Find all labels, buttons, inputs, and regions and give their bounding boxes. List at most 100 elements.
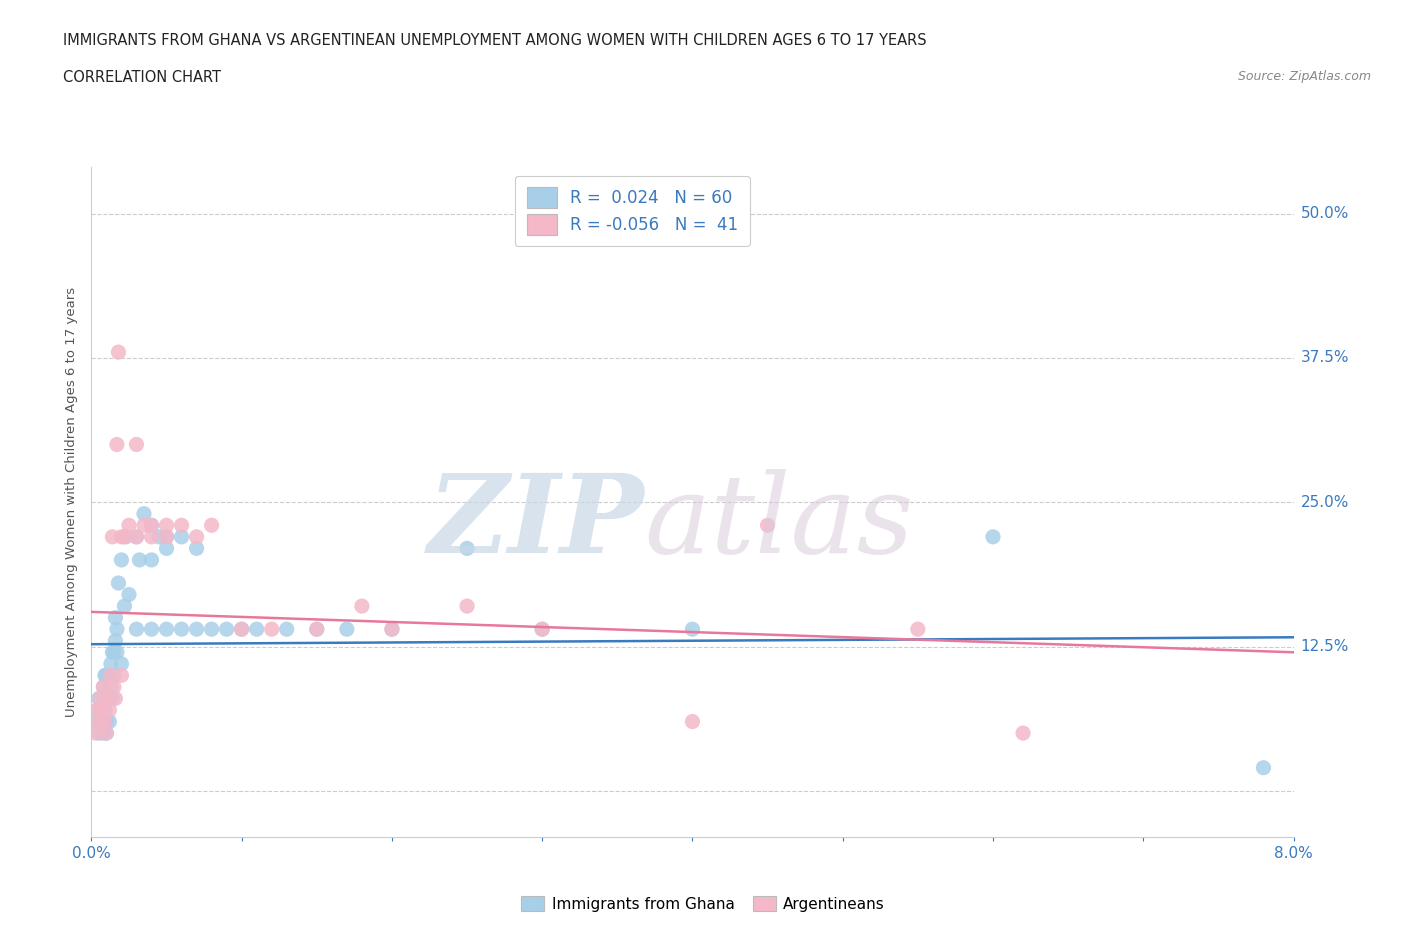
Point	[125, 437, 148, 452]
Point	[90, 702, 112, 717]
Point	[93, 725, 115, 740]
Point	[84, 714, 107, 729]
Text: 50.0%: 50.0%	[1301, 206, 1348, 221]
Point	[531, 622, 554, 637]
Point	[170, 622, 193, 637]
Point	[186, 622, 208, 637]
Point	[756, 518, 779, 533]
Text: IMMIGRANTS FROM GHANA VS ARGENTINEAN UNEMPLOYMENT AMONG WOMEN WITH CHILDREN AGES: IMMIGRANTS FROM GHANA VS ARGENTINEAN UNE…	[63, 33, 927, 47]
Point	[107, 345, 129, 360]
Text: CORRELATION CHART: CORRELATION CHART	[63, 70, 221, 85]
Point	[86, 702, 108, 717]
Point	[100, 668, 122, 683]
Point	[98, 691, 121, 706]
Point	[103, 668, 125, 683]
Point	[110, 552, 132, 567]
Point	[215, 622, 238, 637]
Point	[246, 622, 269, 637]
Point	[101, 644, 124, 659]
Point	[100, 680, 122, 695]
Point	[98, 702, 121, 717]
Point	[201, 518, 224, 533]
Point	[96, 714, 118, 729]
Point	[104, 691, 127, 706]
Text: 37.5%: 37.5%	[1301, 351, 1348, 365]
Point	[125, 529, 148, 544]
Point	[103, 644, 125, 659]
Point	[170, 518, 193, 533]
Point	[96, 725, 118, 740]
Point	[87, 714, 110, 729]
Point	[231, 622, 253, 637]
Point	[118, 587, 141, 602]
Text: atlas: atlas	[644, 469, 914, 576]
Point	[132, 518, 155, 533]
Point	[1253, 761, 1275, 776]
Point	[125, 529, 148, 544]
Point	[94, 702, 117, 717]
Point	[681, 622, 703, 637]
Point	[186, 529, 208, 544]
Point	[201, 622, 224, 637]
Point	[115, 529, 138, 544]
Point	[155, 518, 177, 533]
Point	[305, 622, 328, 637]
Text: 25.0%: 25.0%	[1301, 495, 1348, 510]
Point	[110, 657, 132, 671]
Point	[89, 714, 111, 729]
Point	[110, 529, 132, 544]
Point	[128, 552, 150, 567]
Legend: Immigrants from Ghana, Argentineans: Immigrants from Ghana, Argentineans	[515, 889, 891, 918]
Point	[118, 518, 141, 533]
Point	[87, 725, 110, 740]
Point	[186, 541, 208, 556]
Point	[101, 691, 124, 706]
Point	[141, 552, 163, 567]
Point	[114, 529, 136, 544]
Point	[105, 622, 128, 637]
Legend: R =  0.024   N = 60, R = -0.056   N =  41: R = 0.024 N = 60, R = -0.056 N = 41	[515, 176, 749, 246]
Point	[141, 518, 163, 533]
Point	[90, 702, 112, 717]
Point	[981, 529, 1004, 544]
Point	[456, 541, 478, 556]
Point	[103, 680, 125, 695]
Point	[155, 541, 177, 556]
Y-axis label: Unemployment Among Women with Children Ages 6 to 17 years: Unemployment Among Women with Children A…	[65, 287, 79, 717]
Point	[681, 714, 703, 729]
Point	[1012, 725, 1035, 740]
Point	[148, 529, 170, 544]
Point	[114, 599, 136, 614]
Point	[350, 599, 373, 614]
Point	[336, 622, 359, 637]
Point	[132, 506, 155, 521]
Point	[94, 714, 117, 729]
Text: ZIP: ZIP	[427, 469, 644, 576]
Point	[456, 599, 478, 614]
Point	[231, 622, 253, 637]
Point	[155, 529, 177, 544]
Point	[101, 529, 124, 544]
Point	[125, 622, 148, 637]
Point	[381, 622, 404, 637]
Point	[105, 437, 128, 452]
Point	[107, 576, 129, 591]
Point	[96, 691, 118, 706]
Point	[93, 680, 115, 695]
Point	[105, 644, 128, 659]
Point	[96, 725, 118, 740]
Point	[141, 518, 163, 533]
Point	[100, 657, 122, 671]
Point	[305, 622, 328, 637]
Point	[87, 691, 110, 706]
Point	[907, 622, 929, 637]
Point	[96, 668, 118, 683]
Point	[104, 610, 127, 625]
Point	[531, 622, 554, 637]
Point	[86, 702, 108, 717]
Point	[381, 622, 404, 637]
Point	[89, 691, 111, 706]
Point	[155, 622, 177, 637]
Point	[141, 529, 163, 544]
Point	[276, 622, 298, 637]
